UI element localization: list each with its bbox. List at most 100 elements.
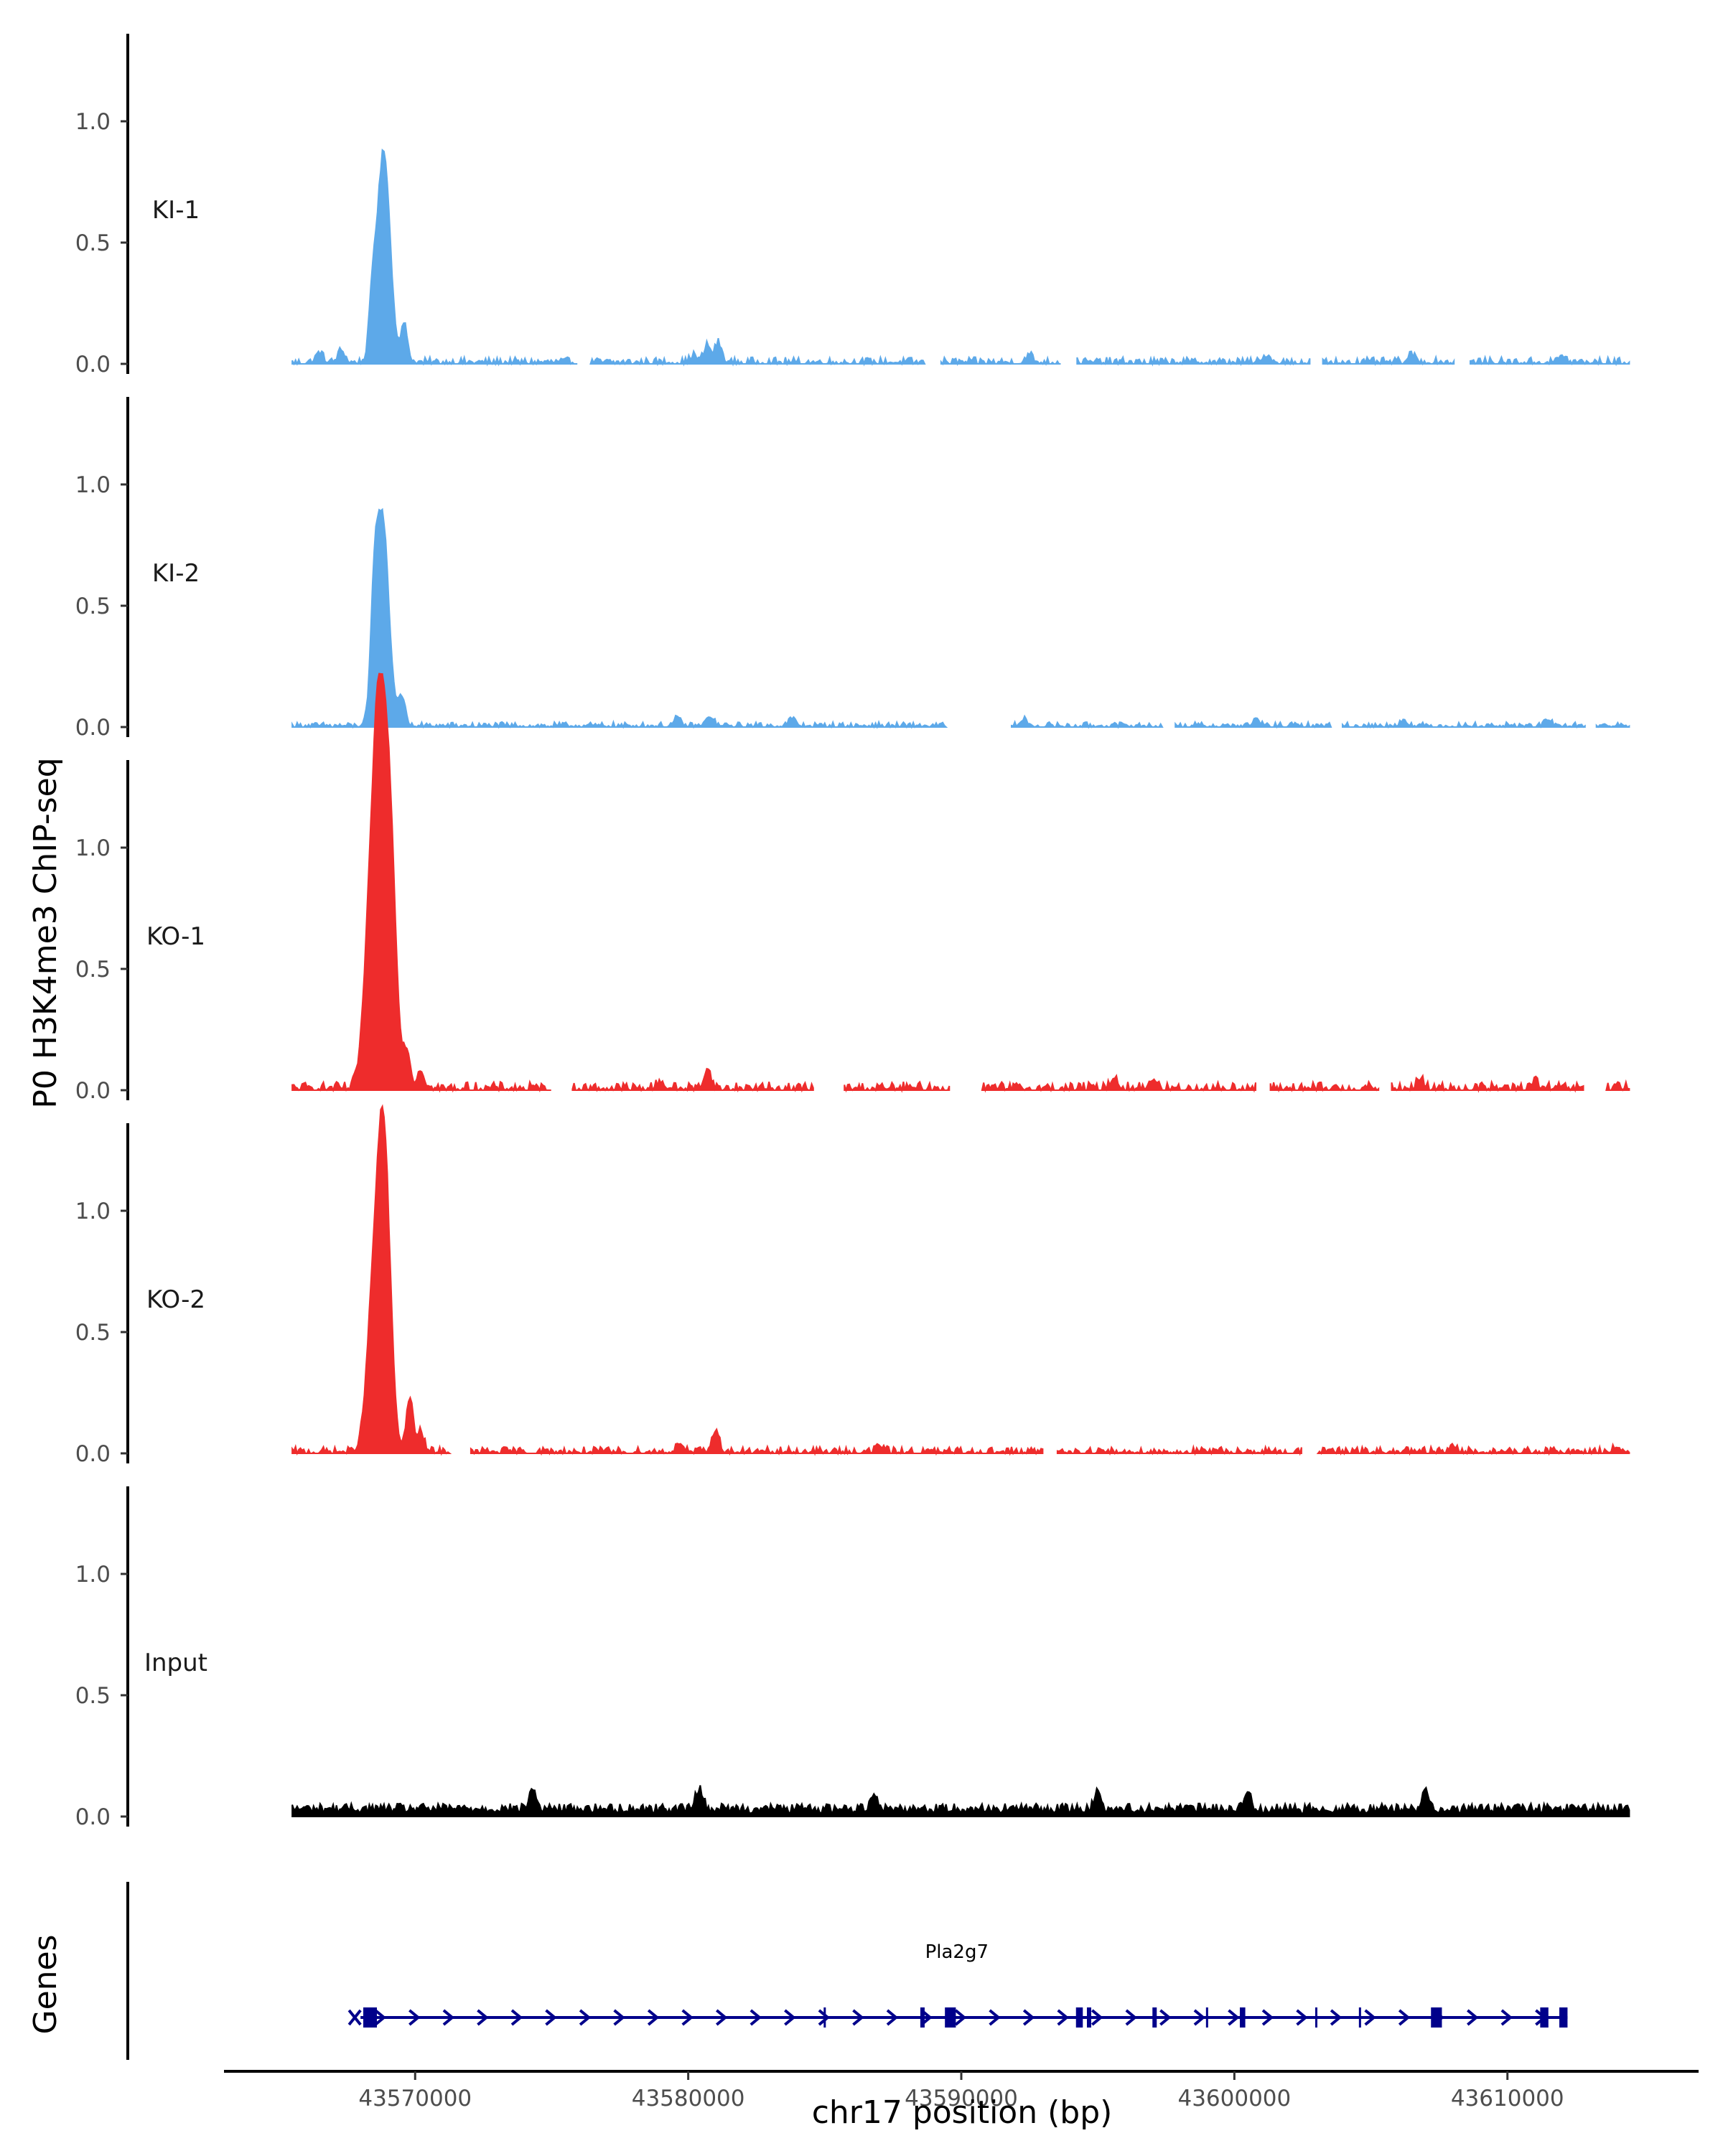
coverage-area-input — [291, 1785, 1630, 1817]
strand-arrow — [1193, 2009, 1206, 2026]
x-tick-label: 43600000 — [1177, 2086, 1291, 2112]
strand-arrow — [1159, 2009, 1172, 2026]
gene-exon — [1559, 2007, 1568, 2028]
coverage-area-ko-1 — [291, 672, 551, 1093]
coverage-area-ko-2 — [1056, 1444, 1302, 1456]
strand-arrow — [647, 2009, 660, 2026]
x-axis-title: chr17 position (bp) — [812, 2094, 1113, 2131]
strand-arrow — [579, 2009, 592, 2026]
strand-arrow — [1022, 2009, 1035, 2026]
gene-exon — [1239, 2007, 1246, 2028]
strand-arrow — [818, 2009, 831, 2026]
coverage-area-ko-2 — [1316, 1442, 1630, 1456]
strand-arrow — [1057, 2009, 1069, 2026]
gene-exon — [945, 2007, 956, 2028]
strand-arrow — [1296, 2009, 1308, 2026]
gene-exon — [1086, 2007, 1091, 2028]
strand-arrow — [477, 2009, 489, 2026]
strand-arrow — [1500, 2009, 1513, 2026]
coverage-area-ki-2 — [291, 507, 948, 729]
coverage-area-ko-1 — [1605, 1079, 1630, 1092]
y-tick-label: 0.0 — [75, 1804, 111, 1830]
coverage-area-ki-2 — [1011, 714, 1164, 729]
coverage-area-ko-1 — [571, 1067, 814, 1093]
y-tick-label: 1.0 — [75, 1199, 111, 1224]
gene-start-marker — [347, 2009, 362, 2026]
coverage-area-ki-2 — [1175, 717, 1332, 729]
strand-arrow — [681, 2009, 694, 2026]
y-tick-label: 0.5 — [75, 594, 111, 619]
coverage-area-ko-1 — [981, 1074, 1256, 1093]
x-tick-label: 43580000 — [632, 2086, 745, 2112]
coverage-area-ki-2 — [1342, 718, 1586, 729]
gene-exon — [1075, 2007, 1083, 2028]
strand-arrow — [374, 2009, 386, 2026]
strand-arrow — [613, 2009, 625, 2026]
strand-arrow — [442, 2009, 455, 2026]
y-tick-label: 0.5 — [75, 1683, 111, 1709]
track-label-ki-2: KI-2 — [152, 559, 200, 588]
strand-arrow — [510, 2009, 523, 2026]
strand-arrow — [715, 2009, 728, 2026]
strand-arrow — [1091, 2009, 1103, 2026]
coverage-area-ki-1 — [589, 337, 926, 367]
y-tick-label: 0.0 — [75, 1441, 111, 1467]
strand-arrow — [954, 2009, 967, 2026]
y-tick-label: 1.0 — [75, 472, 111, 498]
strand-arrow — [1125, 2009, 1137, 2026]
strand-arrow — [886, 2009, 899, 2026]
y-tick-label: 1.0 — [75, 835, 111, 861]
strand-arrow — [784, 2009, 796, 2026]
track-panel-input: 0.0 0.5 1.0 Input — [75, 1486, 1630, 1830]
strand-arrow — [1261, 2009, 1274, 2026]
y-tick-label: 0.0 — [75, 352, 111, 378]
strand-arrow — [1467, 2009, 1479, 2026]
coverage-area-ko-2 — [291, 1104, 452, 1456]
x-tick-label: 43590000 — [905, 2086, 1018, 2112]
coverage-area-ko-1 — [1269, 1079, 1380, 1093]
gene-exon — [920, 2007, 925, 2028]
strand-arrow — [545, 2009, 557, 2026]
y-tick-label: 1.0 — [75, 109, 111, 135]
y-tick-label: 0.0 — [75, 715, 111, 741]
strand-arrow — [1330, 2009, 1343, 2026]
track-panel-ko-1: 0.0 0.5 1.0 KO-1 — [75, 672, 1630, 1104]
y-tick-label: 0.5 — [75, 957, 111, 983]
gene-exon — [363, 2007, 378, 2028]
coverage-area-ki-2 — [1595, 721, 1630, 728]
gene-name-label: Pla2g7 — [925, 1941, 989, 1963]
track-label-ko-2: KO-2 — [146, 1285, 205, 1314]
gene-exon — [1431, 2007, 1442, 2028]
strand-arrow — [989, 2009, 1001, 2026]
x-tick-label: 43610000 — [1451, 2086, 1564, 2112]
strand-arrow — [852, 2009, 864, 2026]
y-tick-label: 1.0 — [75, 1562, 111, 1588]
y-tick-label: 0.5 — [75, 230, 111, 256]
coverage-area-ki-1 — [1322, 350, 1455, 367]
track-panel-ko-2: 0.0 0.5 1.0 KO-2 — [75, 1104, 1630, 1467]
y-axis-title: P0 H3K4me3 ChIP-seq — [27, 757, 64, 1108]
gene-exon — [1540, 2007, 1549, 2028]
coverage-area-ko-1 — [1391, 1074, 1584, 1093]
strand-arrow — [1228, 2009, 1240, 2026]
genes-axis-title: Genes — [27, 1934, 64, 2034]
y-tick-label: 0.5 — [75, 1320, 111, 1346]
track-label-input: Input — [144, 1649, 207, 1677]
track-label-ki-1: KI-1 — [152, 196, 200, 225]
coverage-area-ko-1 — [844, 1080, 951, 1093]
coverage-area-ki-1 — [1470, 354, 1630, 367]
track-panel-ki-1: 0.0 0.5 1.0 KI-1 — [75, 34, 1630, 378]
strand-arrow — [1398, 2009, 1411, 2026]
x-tick-label: 43570000 — [358, 2086, 472, 2112]
strand-arrow — [408, 2009, 421, 2026]
gene-exon — [1152, 2007, 1157, 2028]
track-panel-ki-2: 0.0 0.5 1.0 KI-2 — [75, 397, 1630, 741]
y-tick-label: 0.0 — [75, 1078, 111, 1104]
coverage-area-ki-1 — [940, 350, 1061, 367]
track-label-ko-1: KO-1 — [146, 922, 205, 951]
coverage-area-ki-1 — [291, 148, 578, 367]
coverage-area-ko-2 — [470, 1428, 1044, 1456]
coverage-area-ki-1 — [1076, 353, 1311, 367]
